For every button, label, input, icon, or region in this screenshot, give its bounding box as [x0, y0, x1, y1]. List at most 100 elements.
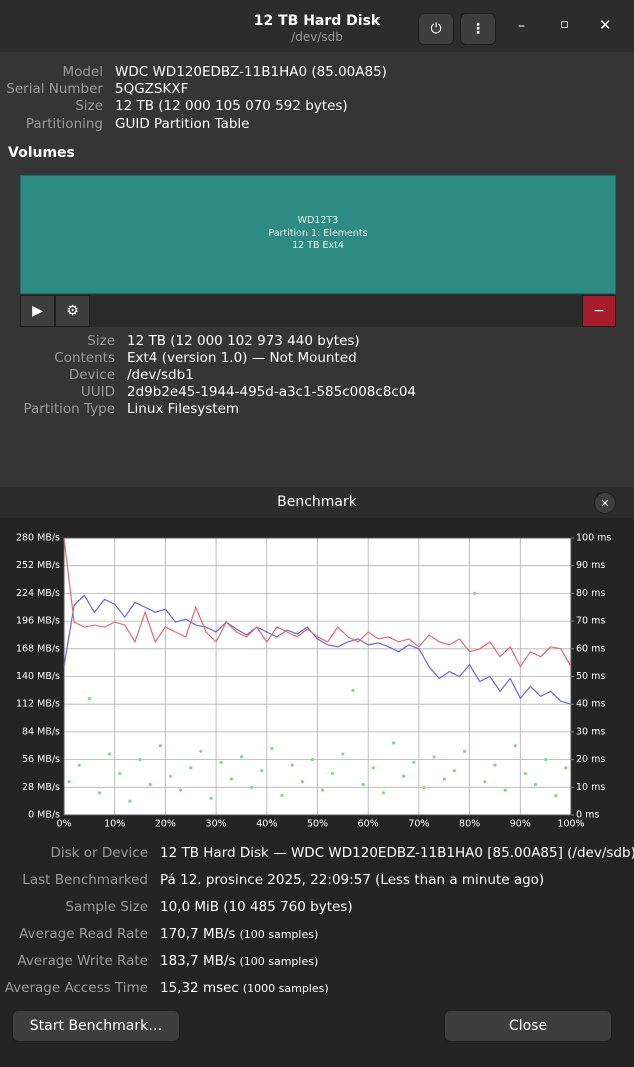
access-point	[300, 780, 304, 784]
y-tick-label: 140 MB/s	[16, 671, 60, 682]
access-point	[493, 763, 497, 767]
partition-label: Partition 1: Elements	[268, 228, 368, 239]
section-heading: Volumes	[8, 145, 75, 161]
maximize-button[interactable]: ▫	[560, 17, 569, 32]
access-point	[341, 752, 345, 756]
delete-button[interactable]: −	[582, 295, 616, 327]
y2-tick-label: 90 ms	[576, 560, 605, 571]
access-point	[351, 688, 355, 692]
access-point	[442, 777, 446, 781]
y2-tick-label: 0 ms	[576, 810, 599, 821]
property-value: /dev/sdb1	[127, 367, 194, 383]
window-title: 12 TB Hard Disk	[253, 13, 381, 29]
access-point	[361, 782, 365, 787]
access-point	[179, 788, 183, 792]
volume-map[interactable]	[20, 175, 616, 294]
y-tick-label: 224 MB/s	[16, 588, 60, 599]
y-tick-label: 196 MB/s	[16, 616, 60, 627]
property-label: Average Read Rate	[19, 926, 148, 942]
property-value: WDC WD120EDBZ-11B1HA0 (85.00A85)	[115, 64, 387, 80]
access-point	[108, 752, 112, 756]
access-point	[473, 591, 477, 595]
plot-border	[63, 537, 572, 816]
x-tick-label: 50%	[307, 819, 328, 830]
access-point	[158, 744, 162, 748]
x-tick-label: 80%	[459, 819, 480, 830]
access-point	[564, 766, 568, 770]
property-label: UUID	[80, 384, 115, 400]
access-point	[87, 697, 91, 701]
access-point	[513, 744, 517, 748]
property-value: 170,7 MB/s (100 samples)	[160, 926, 319, 942]
access-point	[533, 782, 538, 787]
dialog-close[interactable]: ✕	[594, 492, 616, 514]
access-point	[280, 794, 284, 798]
access-point	[402, 774, 406, 778]
x-tick-label: 60%	[358, 819, 379, 830]
y-tick-label: 112 MB/s	[16, 699, 60, 710]
access-point	[77, 763, 81, 767]
access-point	[199, 749, 203, 753]
property-label: Average Access Time	[4, 980, 148, 996]
property-value: Ext4 (version 1.0) — Not Mounted	[127, 350, 357, 366]
property-value: 15,32 msec (1000 samples)	[160, 980, 329, 996]
y2-tick-label: 50 ms	[576, 671, 605, 682]
start-benchmark-button[interactable]: Start Benchmark…	[12, 1010, 180, 1042]
close-window-button[interactable]: ✕	[599, 16, 612, 34]
access-point	[462, 749, 467, 753]
access-point	[412, 760, 416, 764]
access-point	[523, 771, 527, 776]
access-point	[452, 769, 456, 773]
access-point	[148, 782, 152, 787]
power-button[interactable]: ⏻	[418, 13, 454, 45]
access-point	[128, 799, 132, 803]
access-point	[67, 780, 71, 784]
y-tick-label: 28 MB/s	[22, 782, 60, 793]
access-point	[118, 771, 122, 776]
property-value: GUID Partition Table	[115, 116, 250, 132]
x-tick-label: 0%	[56, 819, 71, 830]
x-tick-label: 40%	[256, 819, 277, 830]
y-tick-label: 252 MB/s	[16, 560, 60, 571]
access-point	[239, 755, 244, 759]
y2-tick-label: 60 ms	[576, 643, 605, 654]
property-label: Sample Size	[65, 899, 148, 915]
y-tick-label: 280 MB/s	[16, 533, 60, 544]
access-point	[391, 741, 396, 745]
dialog-title: Benchmark	[277, 494, 357, 510]
y-tick-label: 0 MB/s	[28, 810, 60, 821]
access-point	[209, 796, 213, 800]
rate-line	[63, 594, 572, 705]
x-tick-label: 20%	[155, 819, 176, 830]
access-point	[554, 794, 558, 798]
mount-button[interactable]: ▶	[20, 295, 55, 327]
property-label: Model	[62, 64, 103, 80]
x-tick-label: 100%	[557, 819, 584, 830]
access-point	[219, 760, 223, 764]
access-point	[260, 769, 264, 773]
property-value: 12 TB (12 000 105 070 592 bytes)	[115, 98, 348, 114]
access-point	[229, 777, 233, 781]
menu-button[interactable]: ⋮	[460, 13, 496, 45]
close-button[interactable]: Close	[444, 1010, 612, 1042]
access-point	[432, 755, 436, 759]
property-label: Device	[68, 367, 115, 383]
access-point	[249, 785, 254, 789]
partition-size: 12 TB Ext4	[292, 240, 344, 251]
property-value: 12 TB Hard Disk — WDC WD120EDBZ-11B1HA0 …	[160, 845, 634, 861]
x-tick-label: 10%	[104, 819, 125, 830]
property-label: Size	[75, 98, 103, 114]
x-tick-label: 30%	[206, 819, 227, 830]
access-point	[371, 766, 375, 770]
access-point	[168, 774, 173, 778]
minimize-button[interactable]: –	[518, 18, 525, 34]
y-tick-label: 168 MB/s	[16, 643, 60, 654]
y2-tick-label: 30 ms	[576, 726, 605, 737]
property-label: Serial Number	[6, 81, 103, 97]
access-point	[320, 788, 325, 792]
access-point	[503, 788, 507, 792]
access-point	[290, 763, 294, 767]
header-bar	[0, 0, 634, 52]
settings-button[interactable]: ⚙	[55, 295, 90, 327]
